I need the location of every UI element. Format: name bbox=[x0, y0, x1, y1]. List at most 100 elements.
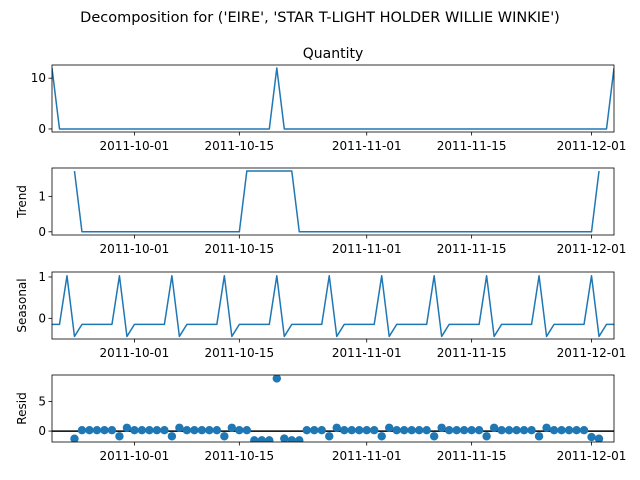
quantity-series-line bbox=[52, 67, 614, 130]
trend-xtick-label: 2011-12-01 bbox=[557, 242, 627, 256]
seasonal-xtick-label: 2011-12-01 bbox=[557, 346, 627, 360]
trend-plot-area bbox=[73, 170, 600, 233]
seasonal-ytick-label: 0 bbox=[38, 311, 46, 325]
quantity-xtick-label: 2011-10-01 bbox=[100, 139, 170, 153]
resid-point bbox=[362, 425, 371, 435]
resid-point bbox=[489, 423, 499, 432]
resid-panel: Resid 0 5 2011-10-01 2011-10-15 2011-11-01 201… bbox=[15, 374, 626, 463]
seasonal-panel: Seasonal 0 1 2011-10-01 2011-10-15 2011-11-01… bbox=[15, 270, 626, 360]
resid-point bbox=[504, 425, 514, 435]
seasonal-ylabel: Seasonal bbox=[15, 278, 29, 332]
quantity-xtick-label: 2011-10-15 bbox=[204, 139, 274, 153]
resid-xtick-label: 2011-11-01 bbox=[332, 449, 402, 463]
trend-ylabel: Trend bbox=[15, 185, 29, 219]
resid-point bbox=[407, 425, 416, 435]
resid-point bbox=[317, 425, 326, 435]
trend-xtick-label: 2011-10-15 bbox=[204, 242, 274, 256]
resid-point bbox=[579, 425, 589, 435]
figure-suptitle: Decomposition for ('EIRE', 'STAR T-LIGHT… bbox=[80, 10, 560, 26]
seasonal-series-line bbox=[52, 275, 614, 338]
resid-ytick-label: 5 bbox=[38, 395, 46, 409]
resid-point bbox=[265, 436, 274, 442]
resid-point bbox=[399, 425, 409, 435]
trend-ytick-label: 0 bbox=[38, 225, 46, 239]
resid-xtick-label: 2011-11-15 bbox=[437, 449, 507, 463]
quantity-ytick-label: 10 bbox=[31, 71, 46, 85]
resid-point bbox=[429, 432, 439, 441]
resid-point bbox=[467, 425, 476, 435]
resid-point bbox=[107, 425, 117, 435]
resid-point bbox=[280, 434, 289, 442]
resid-point bbox=[70, 434, 79, 442]
resid-point bbox=[167, 432, 177, 441]
resid-point bbox=[212, 425, 222, 435]
resid-point bbox=[414, 425, 424, 435]
trend-ytick-label: 1 bbox=[38, 189, 46, 203]
resid-point bbox=[527, 425, 536, 435]
resid-point bbox=[474, 425, 484, 435]
resid-point bbox=[444, 425, 454, 435]
resid-point bbox=[557, 425, 566, 435]
resid-point bbox=[100, 425, 109, 435]
trend-xtick-label: 2011-11-01 bbox=[332, 242, 402, 256]
resid-point bbox=[347, 425, 356, 435]
resid-point bbox=[549, 425, 559, 435]
seasonal-xtick-label: 2011-10-15 bbox=[204, 346, 274, 360]
resid-point bbox=[340, 425, 349, 435]
quantity-axes-frame bbox=[51, 64, 615, 133]
seasonal-ytick-label: 1 bbox=[38, 270, 46, 284]
resid-point bbox=[160, 425, 169, 435]
resid-point bbox=[355, 425, 364, 435]
resid-point bbox=[220, 432, 229, 441]
quantity-ytick-label: 0 bbox=[38, 122, 46, 136]
trend-xtick-label: 2011-11-15 bbox=[437, 242, 507, 256]
trend-xtick-label: 2011-10-01 bbox=[100, 242, 170, 256]
seasonal-xtick-label: 2011-11-15 bbox=[437, 346, 507, 360]
resid-point bbox=[182, 425, 192, 435]
trend-axes-frame bbox=[51, 167, 615, 236]
resid-point bbox=[137, 425, 147, 435]
resid-point bbox=[257, 436, 267, 442]
resid-xtick-label: 2011-10-01 bbox=[100, 449, 170, 463]
resid-point bbox=[227, 423, 237, 432]
resid-point bbox=[452, 425, 461, 435]
resid-point bbox=[197, 425, 207, 435]
resid-point bbox=[325, 432, 334, 441]
resid-point bbox=[370, 425, 379, 435]
trend-series-line bbox=[73, 170, 600, 233]
resid-point bbox=[392, 425, 401, 435]
resid-point bbox=[77, 425, 87, 435]
seasonal-xtick-label: 2011-10-01 bbox=[100, 346, 170, 360]
trend-panel: Trend 0 1 2011-10-01 2011-10-15 2011-11-01 201… bbox=[15, 167, 627, 256]
resid-point bbox=[519, 425, 529, 435]
resid-point bbox=[302, 425, 311, 435]
resid-point bbox=[242, 425, 252, 435]
resid-point bbox=[482, 432, 491, 441]
resid-point bbox=[422, 425, 431, 435]
resid-point bbox=[594, 434, 604, 442]
quantity-xtick-label: 2011-11-01 bbox=[332, 139, 402, 153]
resid-point bbox=[332, 423, 341, 432]
resid-point bbox=[145, 425, 154, 435]
resid-point bbox=[175, 423, 184, 432]
seasonal-axes-frame bbox=[51, 271, 615, 340]
resid-xtick-label: 2011-10-15 bbox=[204, 449, 274, 463]
quantity-xtick-label: 2011-12-01 bbox=[557, 139, 627, 153]
resid-point bbox=[437, 423, 446, 432]
resid-point bbox=[235, 425, 244, 435]
resid-point bbox=[205, 425, 214, 435]
resid-point bbox=[534, 432, 544, 441]
seasonal-xtick-label: 2011-11-01 bbox=[332, 346, 402, 360]
resid-point bbox=[542, 423, 551, 432]
resid-point bbox=[152, 425, 162, 435]
resid-point bbox=[377, 432, 386, 441]
quantity-panel: Quantity 0 10 2011-10-01 2011-10-15 2011-11-0… bbox=[31, 46, 627, 153]
quantity-xtick-label: 2011-11-15 bbox=[437, 139, 507, 153]
seasonal-plot-area bbox=[52, 275, 614, 338]
resid-xtick-label: 2011-12-01 bbox=[557, 449, 627, 463]
resid-point bbox=[272, 375, 281, 383]
quantity-plot-area bbox=[52, 67, 614, 130]
resid-point bbox=[92, 425, 102, 435]
